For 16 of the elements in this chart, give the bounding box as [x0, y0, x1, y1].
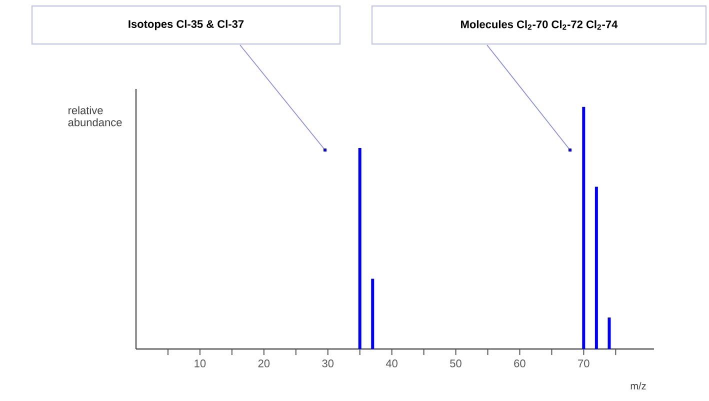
x-tick-label: 50	[450, 360, 462, 368]
bar	[371, 278, 374, 349]
x-tick-label: 10	[194, 360, 206, 368]
x-axis-title: m/z	[630, 382, 646, 390]
bar	[594, 186, 598, 349]
x-tick-label: 20	[258, 360, 270, 368]
x-tick-label: 40	[386, 360, 398, 368]
x-tick-label: 70	[578, 360, 590, 368]
x-tick-label: 30	[322, 360, 334, 368]
bar	[582, 106, 586, 349]
text: Molecules Cl$_{2}$-70 Cl$_{2}$-72 Cl$_{2}$-74	[461, 20, 618, 30]
text: Isotopes Cl-35 & Cl-37	[128, 20, 244, 30]
y-axis-title: relative abundance	[68, 106, 122, 126]
bar	[608, 318, 611, 349]
x-tick-label: 60	[514, 360, 526, 368]
bar	[358, 148, 362, 349]
